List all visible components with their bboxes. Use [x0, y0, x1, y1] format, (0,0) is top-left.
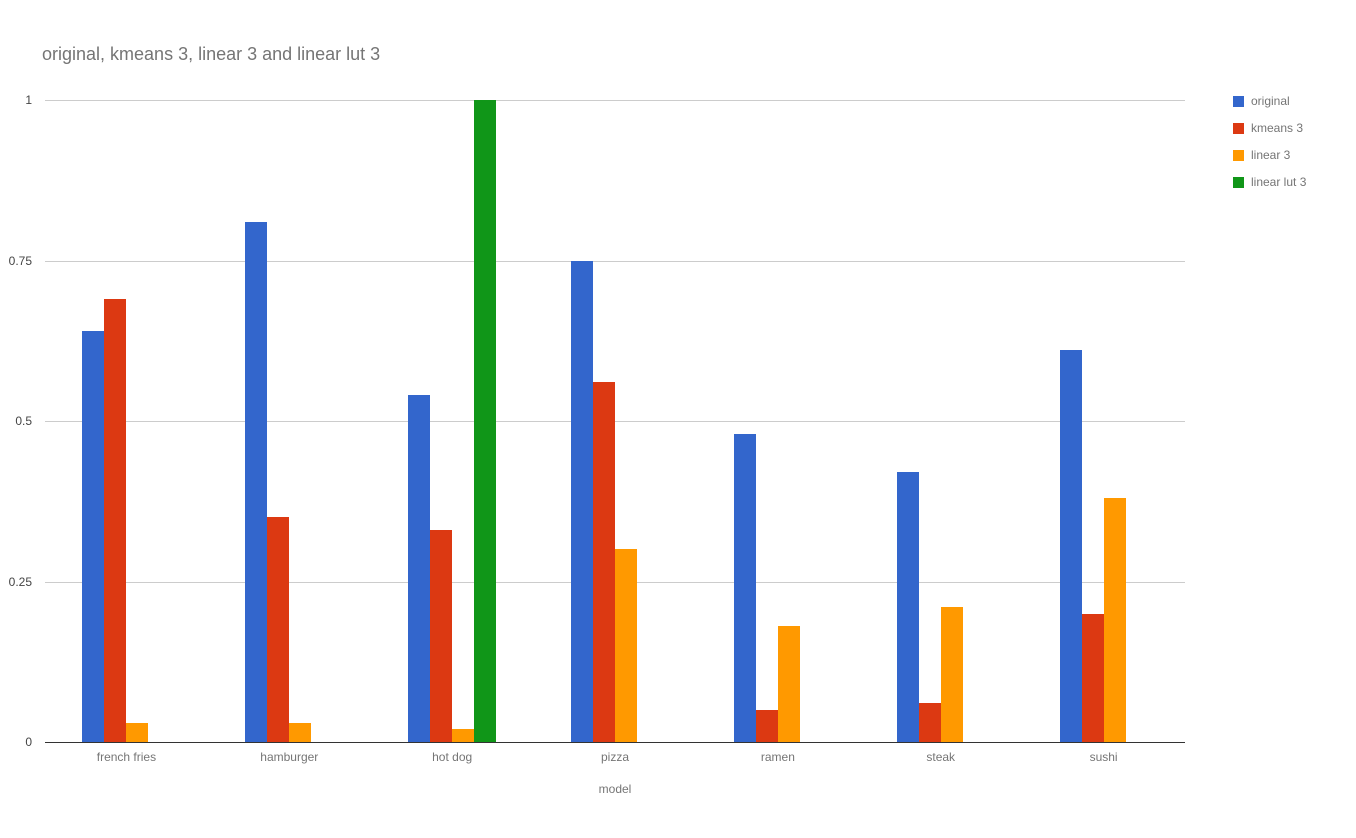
- bar-original-hot-dog: [408, 395, 431, 742]
- bar-group-hamburger: [208, 100, 371, 742]
- bar-kmeans-3-pizza: [593, 382, 615, 742]
- x-axis-line: [45, 742, 1185, 743]
- legend-swatch-icon: [1233, 149, 1244, 161]
- y-tick-label: 0: [25, 735, 32, 749]
- legend-item-linear-3: linear 3: [1233, 148, 1306, 162]
- bar-group-sushi: [1022, 100, 1185, 742]
- bar-original-pizza: [571, 260, 593, 742]
- bar-linear-3-french-fries: [126, 722, 149, 742]
- bar-kmeans-3-ramen: [755, 709, 778, 742]
- bar-original-french-fries: [82, 331, 105, 742]
- gridline: [45, 100, 1185, 101]
- bar-linear-3-sushi: [1103, 498, 1126, 742]
- bar-original-ramen: [733, 433, 756, 742]
- gridline: [45, 260, 1185, 262]
- bar-linear-3-steak: [940, 607, 963, 742]
- plot-area: [45, 100, 1185, 743]
- legend: original kmeans 3 linear 3 linear lut 3: [1233, 94, 1306, 202]
- legend-label: original: [1251, 94, 1290, 108]
- legend-swatch-icon: [1233, 122, 1244, 134]
- x-axis-category-labels: french fries hamburger hot dog pizza ramen st…: [45, 750, 1185, 764]
- bar-kmeans-3-hot-dog: [430, 530, 453, 742]
- chart-title: original, kmeans 3, linear 3 and linear …: [42, 44, 381, 64]
- x-category-label: hot dog: [432, 750, 473, 764]
- bar-linear-lut-3-hot-dog: [474, 100, 497, 742]
- bar-kmeans-3-hamburger: [267, 517, 290, 742]
- x-category-label: pizza: [601, 750, 630, 764]
- x-category-label: steak: [926, 750, 956, 764]
- bar-group-hot-dog: [371, 100, 534, 742]
- legend-swatch-icon: [1233, 176, 1244, 188]
- legend-label: linear lut 3: [1251, 175, 1307, 189]
- bar-kmeans-3-french-fries: [104, 299, 127, 742]
- legend-swatch-icon: [1233, 95, 1244, 107]
- bar-linear-3-ramen: [777, 626, 800, 742]
- x-category-label: hamburger: [260, 750, 319, 764]
- legend-item-linear-lut-3: linear lut 3: [1233, 175, 1306, 189]
- gridline: [45, 421, 1185, 422]
- x-category-label: sushi: [1089, 750, 1118, 764]
- y-tick-label: 0.75: [8, 253, 32, 268]
- y-tick-label: 0.5: [15, 414, 32, 428]
- bar-kmeans-3-sushi: [1081, 613, 1104, 742]
- bar-group-ramen: [696, 100, 859, 742]
- bar-linear-3-pizza: [615, 549, 637, 742]
- x-axis-title: model: [598, 782, 632, 796]
- bar-original-sushi: [1059, 350, 1082, 742]
- bar-group-steak: [859, 100, 1022, 742]
- bar-group-pizza: [534, 100, 697, 742]
- y-tick-label: 0.25: [8, 574, 32, 589]
- legend-item-original: original: [1233, 94, 1306, 108]
- y-axis-tick-labels: 0 0.25 0.5 0.75 1: [0, 93, 37, 749]
- bar-kmeans-3-steak: [918, 703, 941, 742]
- x-category-label: ramen: [760, 750, 795, 764]
- bar-linear-3-hamburger: [289, 722, 312, 742]
- y-tick-label: 1: [25, 93, 32, 107]
- bar-original-hamburger: [245, 221, 268, 742]
- legend-label: linear 3: [1251, 148, 1291, 162]
- x-category-label: french fries: [96, 750, 157, 764]
- bar-group-french-fries: [45, 100, 208, 742]
- legend-item-kmeans-3: kmeans 3: [1233, 121, 1306, 135]
- legend-label: kmeans 3: [1251, 121, 1304, 135]
- bars-layer: [45, 100, 1185, 742]
- bar-linear-3-hot-dog: [452, 729, 475, 742]
- bar-original-steak: [896, 472, 919, 742]
